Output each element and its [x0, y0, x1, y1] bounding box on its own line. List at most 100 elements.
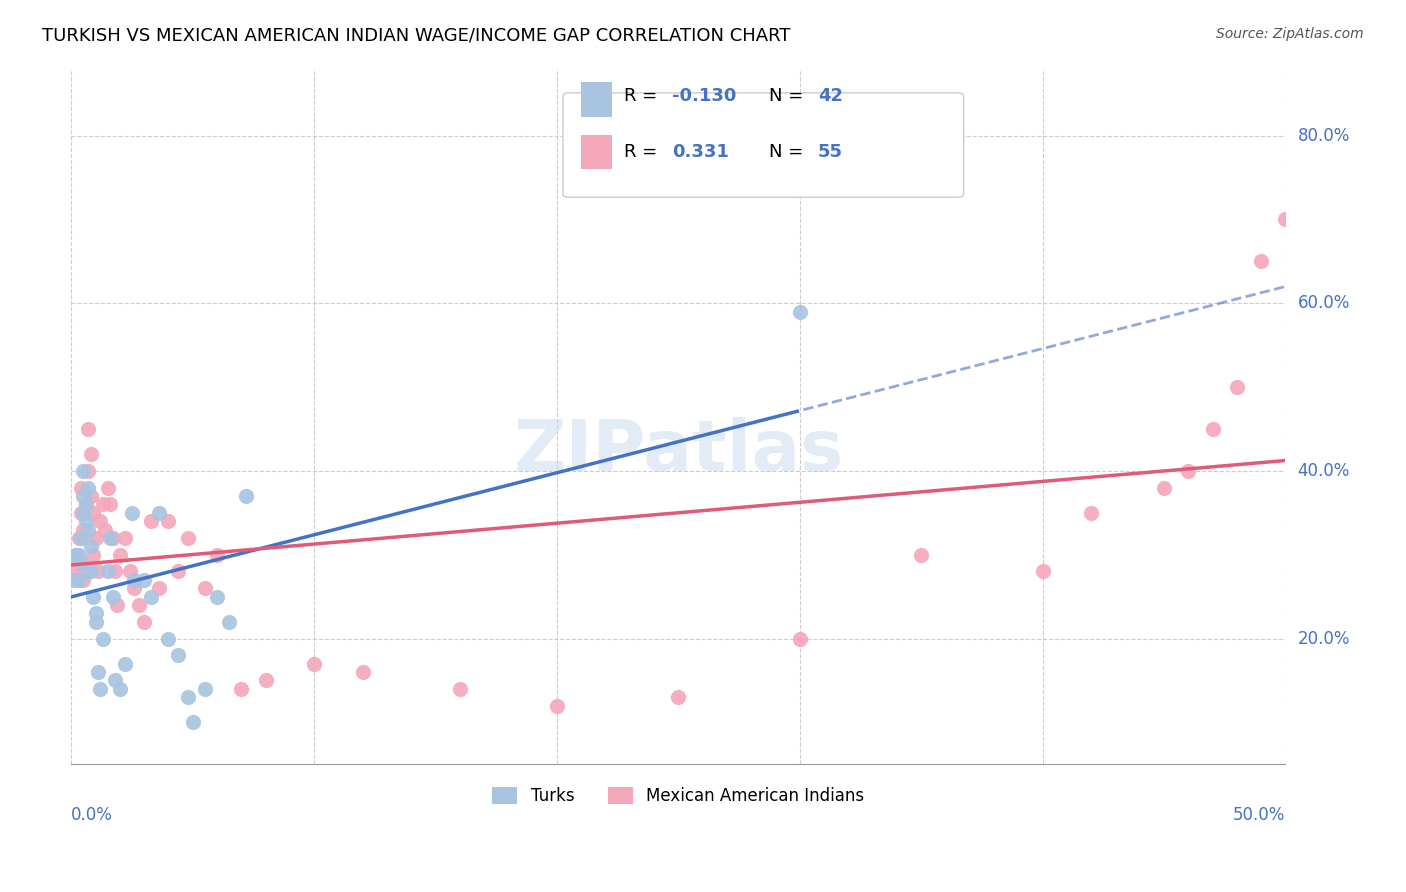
Point	[114, 657, 136, 671]
Point	[1080, 506, 1102, 520]
Point	[141, 590, 163, 604]
Point	[157, 514, 180, 528]
Point	[72, 573, 94, 587]
Legend: Turks, Mexican American Indians: Turks, Mexican American Indians	[486, 780, 870, 812]
Point	[104, 673, 127, 688]
Point	[302, 657, 325, 671]
Point	[62, 565, 84, 579]
Point	[121, 506, 143, 520]
Point	[1201, 422, 1223, 436]
Point	[97, 565, 120, 579]
Text: 50.0%: 50.0%	[1233, 806, 1285, 824]
Point	[1226, 380, 1249, 394]
Point	[77, 523, 100, 537]
Point	[108, 681, 131, 696]
Point	[124, 573, 146, 587]
Point	[910, 548, 932, 562]
Text: N =: N =	[769, 143, 810, 161]
Point	[94, 523, 117, 537]
Point	[141, 514, 163, 528]
Point	[546, 698, 568, 713]
Point	[1274, 212, 1296, 227]
Point	[181, 715, 204, 730]
Point	[789, 304, 811, 318]
Point	[77, 422, 100, 436]
Point	[72, 489, 94, 503]
Point	[449, 681, 471, 696]
Point	[1032, 565, 1054, 579]
Point	[67, 556, 90, 570]
Point	[235, 489, 257, 503]
Point	[79, 447, 101, 461]
Point	[118, 565, 141, 579]
Point	[79, 489, 101, 503]
Point	[789, 632, 811, 646]
Point	[148, 506, 170, 520]
Point	[70, 556, 93, 570]
Point	[84, 615, 107, 629]
Point	[105, 598, 128, 612]
Point	[148, 581, 170, 595]
Text: 80.0%: 80.0%	[1298, 127, 1350, 145]
Point	[72, 464, 94, 478]
Point	[62, 573, 84, 587]
Text: 0.0%: 0.0%	[72, 806, 112, 824]
Point	[67, 548, 90, 562]
Point	[67, 573, 90, 587]
Point	[194, 581, 217, 595]
Point	[108, 548, 131, 562]
Point	[98, 531, 121, 545]
Point	[65, 548, 87, 562]
Point	[205, 548, 228, 562]
Text: N =: N =	[769, 87, 810, 105]
Text: 20.0%: 20.0%	[1298, 630, 1350, 648]
Point	[157, 632, 180, 646]
Point	[167, 648, 190, 663]
Text: 55: 55	[818, 143, 844, 161]
Point	[205, 590, 228, 604]
Point	[177, 690, 200, 705]
Text: 42: 42	[818, 87, 844, 105]
Point	[1177, 464, 1199, 478]
Text: R =: R =	[624, 143, 668, 161]
Point	[101, 531, 124, 545]
Point	[82, 506, 104, 520]
Point	[124, 581, 146, 595]
Bar	[581, 82, 612, 117]
Point	[167, 565, 190, 579]
Text: 60.0%: 60.0%	[1298, 294, 1350, 312]
Text: Source: ZipAtlas.com: Source: ZipAtlas.com	[1216, 27, 1364, 41]
Text: ZIPatlas: ZIPatlas	[513, 417, 844, 485]
Point	[77, 481, 100, 495]
Point	[67, 531, 90, 545]
Point	[75, 497, 97, 511]
Point	[352, 665, 374, 679]
Point	[84, 531, 107, 545]
Point	[70, 481, 93, 495]
Text: R =: R =	[624, 87, 662, 105]
Bar	[581, 135, 612, 169]
Point	[128, 598, 150, 612]
Point	[72, 523, 94, 537]
Text: TURKISH VS MEXICAN AMERICAN INDIAN WAGE/INCOME GAP CORRELATION CHART: TURKISH VS MEXICAN AMERICAN INDIAN WAGE/…	[42, 27, 790, 45]
Point	[84, 607, 107, 621]
Point	[77, 565, 100, 579]
Point	[1153, 481, 1175, 495]
Point	[89, 681, 111, 696]
Point	[82, 548, 104, 562]
Point	[79, 565, 101, 579]
Point	[70, 506, 93, 520]
Point	[104, 565, 127, 579]
Point	[65, 548, 87, 562]
Point	[75, 497, 97, 511]
Text: 40.0%: 40.0%	[1298, 462, 1350, 480]
Point	[87, 665, 110, 679]
Point	[70, 531, 93, 545]
Point	[91, 632, 114, 646]
Point	[114, 531, 136, 545]
Point	[77, 464, 100, 478]
Point	[89, 514, 111, 528]
Point	[72, 506, 94, 520]
Point	[87, 565, 110, 579]
Text: 0.331: 0.331	[672, 143, 730, 161]
